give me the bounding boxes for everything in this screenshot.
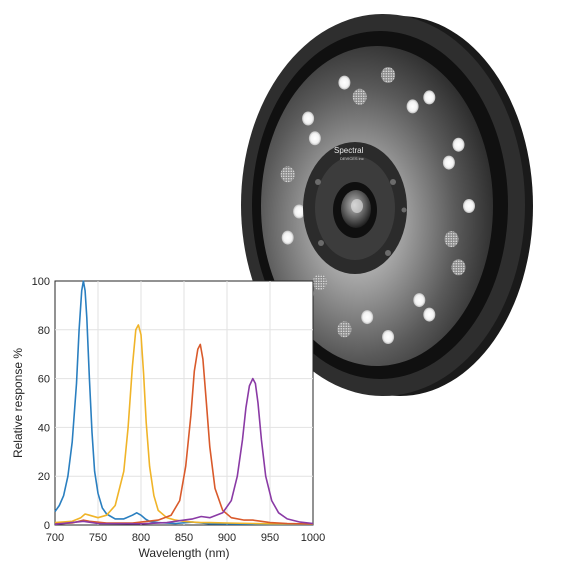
led <box>361 310 374 325</box>
x-tick-label: 800 <box>132 532 150 544</box>
led <box>382 330 395 344</box>
y-axis-label: Relative response % <box>11 348 25 458</box>
y-tick-label: 0 <box>44 520 50 532</box>
x-axis-label: Wavelength (nm) <box>139 546 230 560</box>
grid-lines <box>55 281 313 525</box>
sensor-grid <box>381 67 396 83</box>
x-tick-label: 700 <box>46 532 64 544</box>
y-tick-label: 100 <box>32 276 50 288</box>
x-tick-label: 900 <box>218 532 236 544</box>
y-tick-label: 40 <box>38 422 50 434</box>
led-ring <box>280 67 475 344</box>
led <box>302 111 315 126</box>
led <box>452 137 465 152</box>
y-tick-label: 60 <box>38 374 50 386</box>
led <box>308 131 321 146</box>
led <box>338 75 351 90</box>
led <box>442 155 455 170</box>
led <box>281 230 294 245</box>
series-line-2 <box>54 324 314 525</box>
center-hub <box>303 142 407 274</box>
x-tick-label: 1000 <box>301 532 325 544</box>
brand-text: Spectral <box>334 146 364 155</box>
led <box>406 99 419 114</box>
x-tick-label: 850 <box>175 532 193 544</box>
sensor-grid <box>451 259 466 276</box>
series-line-4 <box>54 377 314 526</box>
led <box>423 307 436 322</box>
sensor-grid <box>312 274 327 291</box>
x-axis-ticks: 700 750 800 850 900 950 1000 <box>46 532 325 544</box>
y-axis-ticks: 0 20 40 60 80 100 <box>32 276 50 532</box>
led <box>293 204 306 219</box>
sensor-grid <box>280 166 295 183</box>
sensor-grid <box>352 88 367 105</box>
x-tick-label: 950 <box>261 532 279 544</box>
led <box>463 199 475 213</box>
led <box>423 90 436 105</box>
y-tick-label: 80 <box>38 325 50 337</box>
led <box>413 293 426 308</box>
sensor-grid <box>444 231 459 248</box>
brand-logo: Spectral DEVICES inc <box>334 146 364 161</box>
response-curves <box>54 280 314 526</box>
brand-sub-text: DEVICES inc <box>340 156 364 161</box>
x-tick-label: 750 <box>89 532 107 544</box>
sensor-grid <box>337 321 352 338</box>
y-tick-label: 20 <box>38 471 50 483</box>
